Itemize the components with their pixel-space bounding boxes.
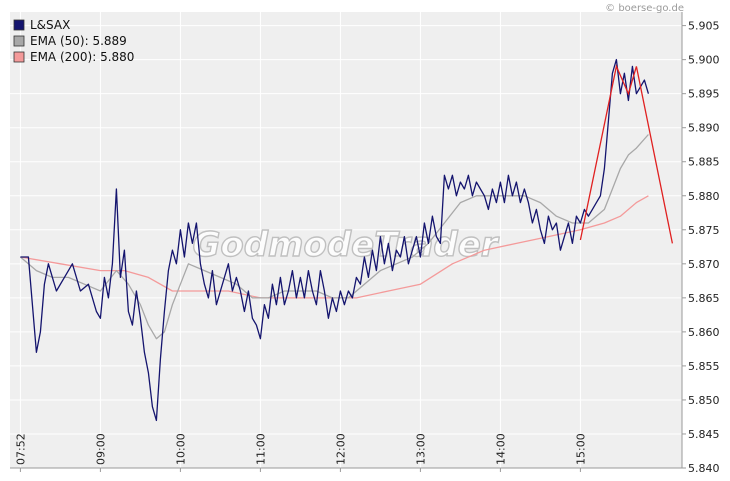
x-axis-ticks: 07:52 09:00 10:00 11:00 12:00 13:00 14:00 15:00 <box>14 433 587 472</box>
x-tick-label: 14:00 <box>494 433 507 465</box>
x-tick-label: 12:00 <box>334 433 347 465</box>
legend: L&SAX EMA (50): 5.889 EMA (200): 5.880 <box>13 18 134 64</box>
y-tick-label: 5.880 <box>688 190 720 203</box>
y-tick-label: 5.865 <box>688 292 720 305</box>
y-tick-label: 5.890 <box>688 122 720 135</box>
y-tick-label: 5.905 <box>688 20 720 33</box>
x-tick-label: 09:00 <box>94 433 107 465</box>
series-layer <box>19 58 650 422</box>
y-gridlines <box>10 25 682 469</box>
x-tick-label: 10:00 <box>174 433 187 465</box>
legend-swatch <box>13 35 25 47</box>
y-tick-label: 5.840 <box>688 462 720 475</box>
x-tick-label: 07:52 <box>14 433 27 465</box>
price-line <box>20 58 650 422</box>
legend-label: EMA (50): 5.889 <box>30 34 127 48</box>
y-tick-label: 5.895 <box>688 88 720 101</box>
ema-200-line <box>20 195 649 299</box>
y-tick-label: 5.875 <box>688 224 720 237</box>
y-tick-label: 5.855 <box>688 360 720 373</box>
legend-label: L&SAX <box>30 18 70 32</box>
y-axis-ticks: 5.840 5.845 5.850 5.855 5.860 5.865 5.870 5.875… <box>682 20 720 475</box>
y-tick-label: 5.885 <box>688 156 720 169</box>
x-tick-label: 15:00 <box>574 433 587 465</box>
y-tick-label: 5.850 <box>688 394 720 407</box>
x-tick-label: 11:00 <box>254 433 267 465</box>
legend-swatch <box>13 51 25 63</box>
annotation-layer <box>579 64 674 244</box>
plot-area <box>10 12 682 468</box>
y-tick-label: 5.845 <box>688 428 720 441</box>
legend-swatch <box>13 19 25 31</box>
legend-label: EMA (200): 5.880 <box>30 50 134 64</box>
y-tick-label: 5.900 <box>688 54 720 67</box>
y-tick-label: 5.870 <box>688 258 720 271</box>
x-tick-label: 13:00 <box>414 433 427 465</box>
drawn-trendline <box>579 64 674 244</box>
source-credit: © boerse-go.de <box>605 3 684 14</box>
y-tick-label: 5.860 <box>688 326 720 339</box>
watermark-text: GodmodeTrader <box>192 225 499 265</box>
